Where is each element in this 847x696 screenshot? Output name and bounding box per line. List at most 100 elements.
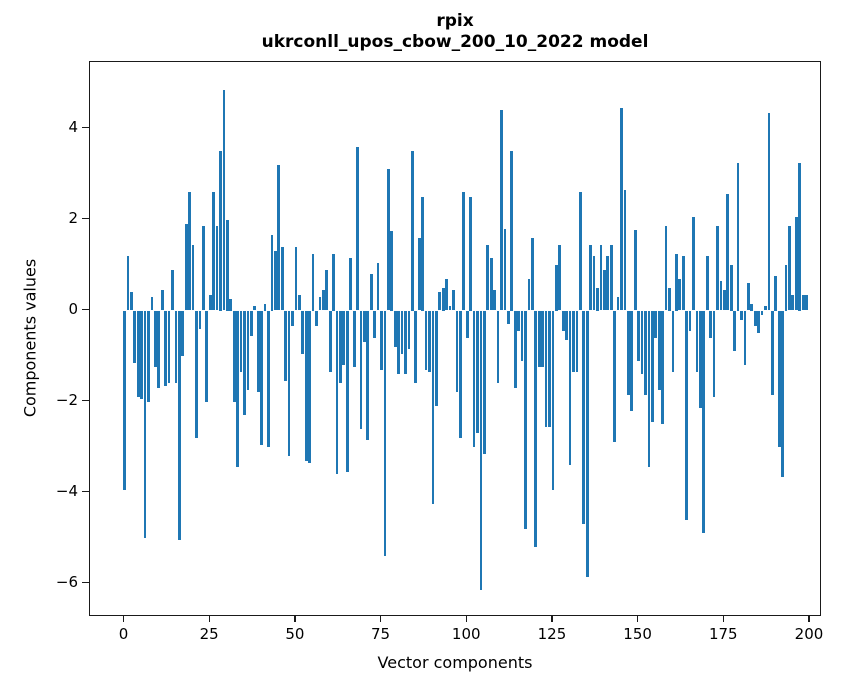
bar	[712, 310, 716, 397]
bar	[417, 237, 421, 311]
x-tick-label: 50	[285, 625, 305, 643]
bar	[664, 226, 668, 311]
bar	[225, 219, 229, 311]
bar	[445, 278, 449, 311]
bar	[400, 310, 404, 354]
bar	[493, 290, 497, 311]
bar	[479, 310, 483, 591]
bar	[616, 296, 620, 311]
bar	[253, 305, 257, 311]
bar	[215, 226, 219, 311]
bar	[328, 310, 332, 372]
bar	[452, 290, 455, 311]
bar	[661, 310, 664, 425]
bar	[229, 299, 233, 311]
bar	[188, 192, 191, 311]
bar	[719, 280, 723, 311]
y-tick-label: −6	[55, 573, 78, 591]
bar	[599, 244, 603, 311]
bar	[630, 310, 634, 411]
bar	[764, 305, 767, 311]
bar	[352, 310, 356, 368]
bar	[784, 265, 788, 311]
bar	[757, 310, 760, 334]
bar	[129, 292, 133, 311]
x-tick-mark	[808, 615, 810, 623]
bar	[753, 310, 757, 327]
bar	[503, 228, 507, 311]
bar	[397, 310, 401, 375]
bar	[483, 310, 486, 454]
bar	[777, 310, 781, 447]
bar	[143, 310, 147, 538]
bar	[246, 310, 250, 391]
bar	[489, 258, 493, 311]
bar	[459, 310, 462, 438]
bar	[746, 283, 750, 311]
bar	[171, 269, 174, 311]
bar	[411, 151, 414, 311]
bar	[469, 196, 473, 311]
bar	[160, 290, 164, 311]
x-tick-label: 125	[537, 625, 567, 643]
bar	[205, 310, 209, 402]
bar	[184, 224, 188, 311]
bar	[736, 162, 740, 311]
y-tick-mark	[82, 490, 89, 493]
bar	[565, 310, 568, 341]
bar	[256, 310, 260, 393]
bar	[620, 108, 623, 311]
bar	[695, 310, 699, 372]
bar	[335, 310, 339, 475]
bar	[414, 310, 418, 384]
y-tick-label: −2	[55, 391, 78, 409]
bar	[126, 255, 130, 311]
bar	[263, 303, 267, 311]
bar	[709, 310, 712, 338]
bar	[407, 310, 411, 350]
bar	[558, 244, 562, 311]
bar	[321, 290, 325, 311]
bar	[369, 274, 373, 311]
bar	[455, 310, 459, 393]
bar	[208, 294, 212, 311]
bar	[438, 292, 442, 311]
y-tick-label: 4	[68, 118, 78, 136]
bar	[685, 310, 688, 520]
bar	[520, 310, 524, 361]
bar	[681, 255, 685, 311]
x-tick-mark	[379, 615, 382, 623]
bar	[722, 290, 726, 311]
bar	[698, 310, 702, 409]
bar	[510, 151, 514, 311]
bar	[424, 310, 428, 370]
bar	[177, 310, 181, 541]
bar	[428, 310, 431, 372]
bar	[123, 310, 126, 491]
bar	[404, 310, 407, 375]
bar	[650, 310, 654, 422]
bar	[294, 246, 298, 311]
bar	[393, 310, 397, 347]
bar	[147, 310, 150, 402]
y-tick-mark	[82, 217, 89, 220]
bar	[534, 310, 538, 548]
x-axis-label: Vector components	[377, 653, 533, 672]
bar	[674, 253, 678, 311]
y-tick-label: 2	[68, 209, 78, 227]
bar	[740, 310, 743, 320]
bar	[774, 276, 778, 311]
bar	[476, 310, 479, 434]
bar	[201, 226, 205, 311]
bar	[705, 255, 709, 311]
x-tick-mark	[722, 615, 724, 623]
x-tick-label: 150	[623, 625, 652, 643]
bar	[572, 310, 575, 372]
bar	[548, 310, 551, 427]
bar	[280, 246, 284, 311]
bar	[602, 269, 606, 311]
x-tick-mark	[636, 615, 639, 623]
bar	[743, 310, 747, 366]
x-tick-label: 75	[371, 625, 391, 643]
bar	[527, 278, 531, 311]
